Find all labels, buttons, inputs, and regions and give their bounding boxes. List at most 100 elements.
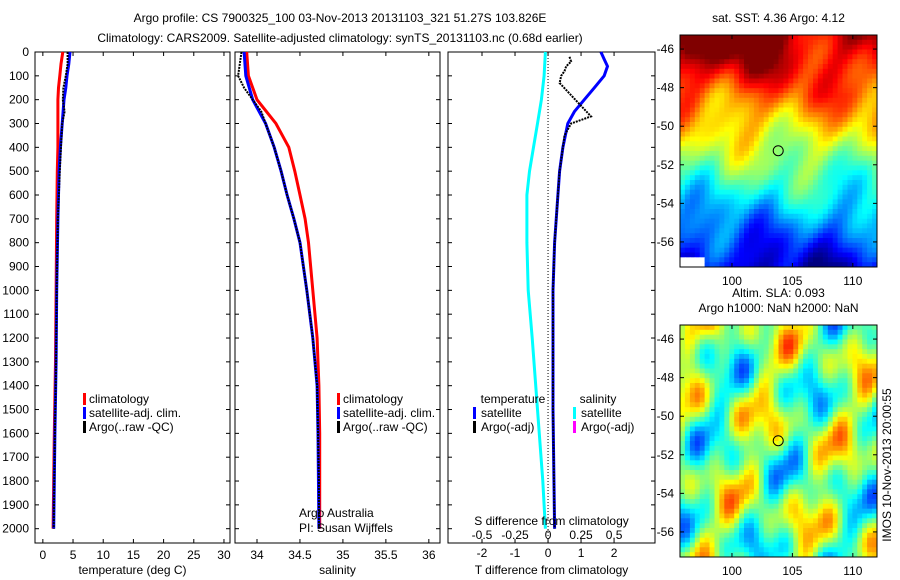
- map-cell: [813, 165, 819, 171]
- map-cell: [827, 383, 834, 389]
- map-cell: [817, 252, 824, 258]
- map-cell: [832, 397, 839, 403]
- map-cell: [793, 184, 799, 191]
- map-cell: [788, 233, 794, 239]
- map-cell: [827, 122, 834, 128]
- map-cell: [739, 175, 745, 181]
- map-cell: [719, 68, 725, 75]
- map-cell: [778, 194, 784, 200]
- map-cell: [867, 233, 873, 239]
- map-cell: [739, 518, 745, 524]
- map-cell: [729, 180, 735, 186]
- map-cell: [714, 88, 720, 94]
- s-tick-label: 0: [545, 528, 552, 542]
- map-cell: [704, 470, 710, 476]
- map-cell: [753, 499, 760, 505]
- map-cell: [739, 484, 745, 490]
- map-cell: [857, 102, 863, 108]
- map-cell: [857, 489, 863, 495]
- map-cell: [783, 102, 789, 108]
- map-cell: [739, 223, 745, 229]
- map-cell: [734, 170, 740, 176]
- map-cell: [753, 252, 760, 258]
- map-cell: [749, 78, 755, 84]
- map-cell: [709, 44, 715, 50]
- map-cell: [734, 416, 740, 423]
- map-cell: [724, 262, 730, 268]
- map-cell: [699, 146, 706, 152]
- map-cell: [798, 508, 804, 514]
- map-cell: [739, 523, 745, 529]
- map-cell: [832, 354, 839, 360]
- map-cell: [753, 325, 760, 331]
- map-cell: [822, 175, 829, 181]
- map-cell: [768, 484, 774, 490]
- map-cell: [798, 537, 804, 543]
- map-cell: [852, 199, 858, 205]
- map-cell: [832, 402, 839, 408]
- map-cell: [832, 450, 839, 456]
- map-cell: [709, 537, 715, 543]
- map-cell: [709, 39, 715, 46]
- map-cell: [768, 228, 774, 234]
- map-cell: [684, 233, 691, 239]
- map-cell: [847, 363, 853, 369]
- map-cell: [817, 431, 824, 437]
- map-cell: [768, 141, 774, 147]
- map-cell: [822, 450, 829, 456]
- map-cell: [788, 470, 794, 476]
- map-cell: [827, 242, 834, 249]
- map-cell: [680, 479, 686, 485]
- map-cell: [813, 387, 819, 394]
- map-cell: [808, 431, 814, 437]
- map-cell: [719, 373, 725, 379]
- map-cell: [724, 88, 730, 94]
- map-cell: [817, 126, 824, 133]
- map-cell: [852, 460, 858, 466]
- map-cell: [749, 64, 755, 70]
- map-cell: [753, 184, 760, 191]
- map-cell: [724, 445, 730, 452]
- map-cell: [827, 262, 834, 268]
- map-cell: [813, 107, 819, 113]
- map-cell: [699, 436, 706, 442]
- map-cell: [680, 199, 686, 205]
- map-cell: [778, 402, 784, 408]
- map-cell: [734, 523, 740, 529]
- map-cell: [842, 64, 848, 70]
- map-cell: [684, 242, 691, 249]
- map-cell: [857, 59, 863, 65]
- map-cell: [768, 489, 774, 495]
- map-cell: [694, 484, 701, 490]
- map-cell: [842, 165, 848, 171]
- map-cell: [709, 54, 715, 60]
- map-cell: [813, 325, 819, 331]
- map-cell: [822, 204, 829, 210]
- map-cell: [862, 39, 868, 46]
- map-cell: [837, 136, 843, 142]
- map-cell: [783, 97, 789, 104]
- map-cell: [803, 117, 809, 123]
- map-cell: [837, 107, 843, 113]
- map-cell: [749, 387, 755, 394]
- map-cell: [709, 218, 715, 224]
- map-cell: [680, 552, 686, 558]
- map-cell: [684, 117, 691, 123]
- map-cell: [758, 358, 765, 365]
- map-cell: [709, 392, 715, 398]
- map-cell: [719, 339, 725, 345]
- map-cell: [719, 107, 725, 113]
- map-cell: [753, 470, 760, 476]
- map-cell: [768, 83, 774, 89]
- map-cell: [714, 136, 720, 142]
- map-cell: [793, 49, 799, 55]
- map-cell: [837, 484, 843, 490]
- map-cell: [714, 499, 720, 505]
- map-cell: [822, 532, 829, 539]
- map-cell: [837, 247, 843, 253]
- map-cell: [832, 233, 839, 239]
- map-cell: [832, 44, 839, 50]
- map-cell: [680, 247, 686, 253]
- x-tick-label: 30: [217, 548, 231, 562]
- map-cell: [872, 78, 878, 84]
